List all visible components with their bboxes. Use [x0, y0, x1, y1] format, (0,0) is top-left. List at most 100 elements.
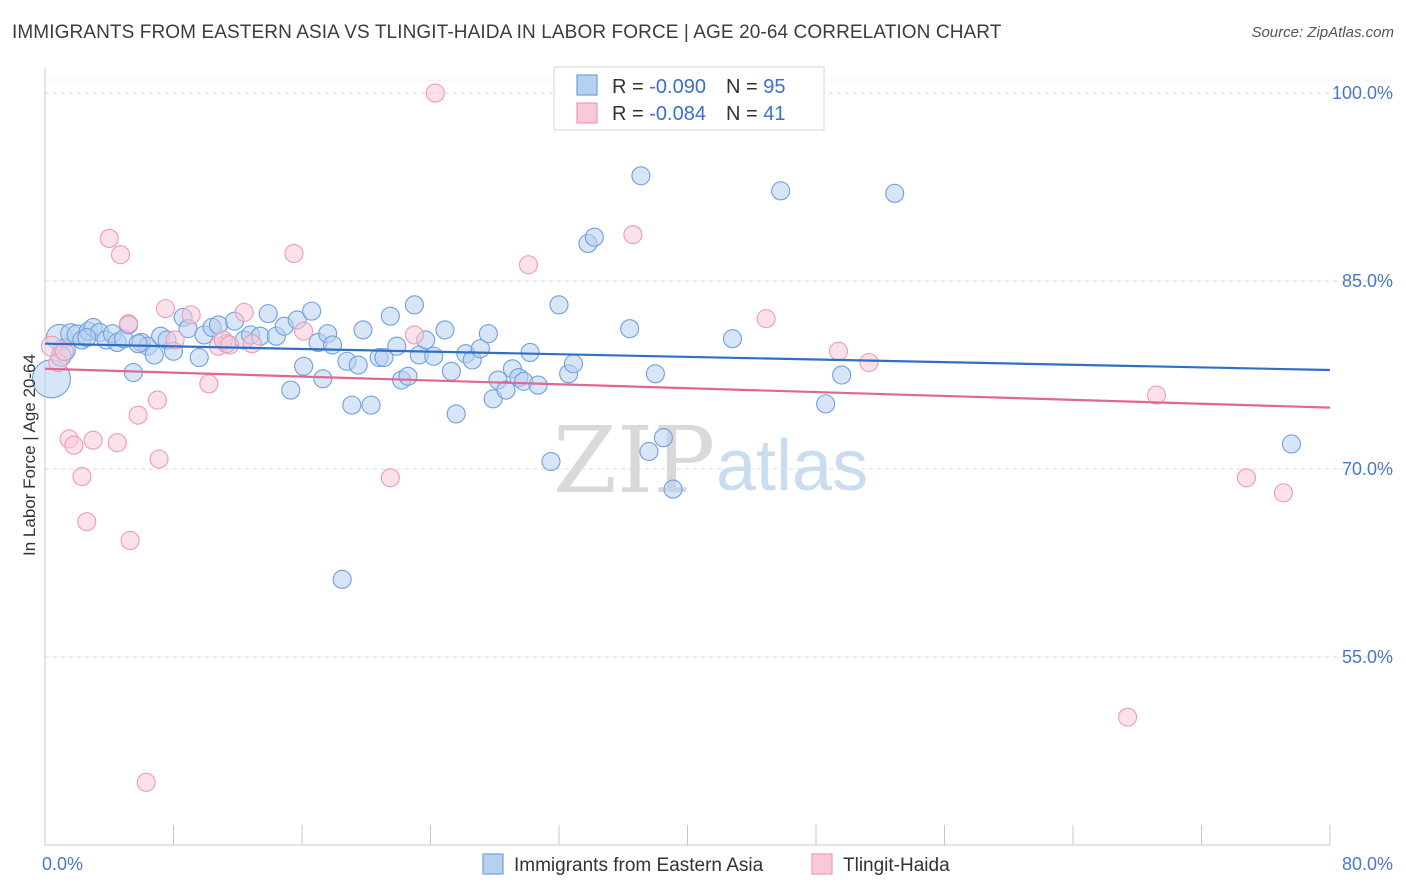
point-eastern-asia-61 — [446, 404, 466, 424]
point-eastern-asia-37 — [294, 356, 314, 376]
point-eastern-asia-73 — [528, 375, 548, 395]
point-tlingit-haida-30 — [425, 83, 445, 103]
bottom-legend-swatch-eastern-asia — [482, 853, 504, 875]
point-tlingit-haida-40 — [1273, 483, 1293, 503]
point-eastern-asia-50 — [374, 347, 394, 368]
point-tlingit-haida-28 — [380, 468, 400, 488]
watermark-zip: ZIP — [553, 407, 715, 514]
point-eastern-asia-52 — [387, 336, 407, 356]
point-eastern-asia-65 — [478, 324, 498, 344]
point-eastern-asia-38 — [302, 301, 322, 321]
point-tlingit-haida-38 — [1146, 385, 1167, 405]
series-eastern-asia-points — [31, 166, 1301, 589]
chart-title: IMMIGRANTS FROM EASTERN ASIA VS TLINGIT-… — [12, 22, 1002, 43]
point-eastern-asia-47 — [353, 320, 373, 340]
point-tlingit-haida-36 — [859, 352, 879, 373]
point-eastern-asia-43 — [332, 569, 352, 589]
point-tlingit-haida-18 — [165, 330, 185, 350]
point-tlingit-haida-29 — [404, 325, 424, 345]
point-eastern-asia-32 — [258, 304, 278, 324]
point-eastern-asia-84 — [663, 479, 683, 499]
point-tlingit-haida-10 — [110, 245, 131, 265]
point-eastern-asia-54 — [398, 366, 418, 386]
legend-swatch-eastern-asia — [576, 74, 598, 96]
y-axis-label: In Labor Force | Age 20-64 — [20, 354, 39, 556]
point-eastern-asia-91 — [1281, 434, 1301, 454]
point-tlingit-haida-4 — [64, 435, 84, 455]
point-eastern-asia-58 — [424, 346, 444, 366]
point-eastern-asia-55 — [404, 295, 424, 315]
point-tlingit-haida-17 — [155, 299, 176, 319]
point-tlingit-haida-39 — [1236, 468, 1257, 488]
point-eastern-asia-88 — [816, 394, 836, 414]
point-tlingit-haida-7 — [83, 430, 103, 450]
point-eastern-asia-94 — [128, 334, 148, 354]
legend-n-label-1: N = — [726, 76, 763, 98]
series-tlingit-haida-points — [40, 83, 1293, 792]
point-tlingit-haida-6 — [77, 512, 97, 532]
point-eastern-asia-40 — [313, 369, 333, 389]
point-tlingit-haida-16 — [149, 449, 169, 469]
point-tlingit-haida-5 — [72, 467, 92, 487]
y-tick-label-100: 100.0% — [1332, 83, 1393, 103]
source-label: Source: ZipAtlas.com — [1251, 24, 1394, 41]
point-eastern-asia-46 — [348, 355, 368, 375]
point-tlingit-haida-12 — [120, 530, 140, 551]
point-eastern-asia-42 — [322, 335, 343, 355]
y-tick-label-70: 70.0% — [1342, 459, 1393, 479]
point-tlingit-haida-15 — [147, 390, 167, 410]
point-eastern-asia-93 — [77, 327, 97, 347]
point-tlingit-haida-33 — [623, 225, 643, 245]
bottom-legend-label-tlingit-haida: Tlingit-Haida — [843, 855, 950, 876]
point-tlingit-haida-11 — [118, 314, 139, 334]
legend-swatch-tlingit-haida — [576, 102, 598, 124]
legend-n-value-2: 41 — [763, 103, 785, 125]
trend-lines — [44, 342, 1331, 409]
point-eastern-asia-23 — [189, 347, 209, 368]
y-tick-label-85: 85.0% — [1342, 271, 1393, 291]
point-tlingit-haida-27 — [294, 321, 314, 341]
legend-r-value-1: -0.090 — [649, 76, 706, 98]
point-tlingit-haida-24 — [234, 302, 254, 322]
legend-r-label-2: R = — [612, 103, 649, 125]
point-tlingit-haida-2 — [54, 341, 74, 361]
legend-n-label-2: N = — [726, 103, 763, 125]
point-tlingit-haida-35 — [828, 341, 849, 361]
bottom-legend-swatch-tlingit-haida — [811, 853, 833, 875]
point-tlingit-haida-8 — [99, 228, 119, 248]
point-eastern-asia-74 — [541, 451, 561, 472]
correlation-legend: R = -0.090 N = 95 R = -0.084 N = 41 — [553, 66, 825, 131]
point-eastern-asia-90 — [885, 183, 905, 203]
legend-row1: R = -0.090 N = 95 — [612, 76, 785, 98]
point-eastern-asia-48 — [361, 395, 381, 415]
point-eastern-asia-81 — [631, 166, 651, 186]
point-eastern-asia-85 — [645, 364, 665, 384]
point-tlingit-haida-9 — [107, 433, 127, 453]
point-eastern-asia-87 — [771, 181, 791, 201]
legend-row2: R = -0.084 N = 41 — [612, 103, 785, 125]
watermark-atlas: atlas — [716, 426, 868, 506]
x-tick-label-min: 0.0% — [42, 854, 83, 874]
bottom-legend-label-eastern-asia: Immigrants from Eastern Asia — [514, 855, 764, 876]
legend-n-value-1: 95 — [763, 76, 785, 98]
point-eastern-asia-82 — [639, 441, 659, 462]
point-eastern-asia-77 — [563, 354, 584, 374]
point-eastern-asia-80 — [620, 319, 640, 339]
point-eastern-asia-45 — [342, 395, 362, 415]
trend-line-eastern-asia — [44, 342, 1331, 372]
point-eastern-asia-83 — [653, 428, 673, 448]
point-tlingit-haida-20 — [199, 374, 219, 394]
point-eastern-asia-68 — [496, 380, 516, 400]
point-tlingit-haida-26 — [284, 243, 304, 264]
point-tlingit-haida-13 — [128, 405, 148, 425]
legend-r-value-2: -0.084 — [649, 103, 706, 125]
point-eastern-asia-86 — [722, 329, 743, 349]
series-legend: Immigrants from Eastern Asia Tlingit-Hai… — [482, 853, 950, 876]
point-eastern-asia-51 — [380, 306, 400, 326]
legend-box — [553, 66, 825, 131]
point-eastern-asia-79 — [584, 227, 604, 247]
point-tlingit-haida-34 — [756, 309, 776, 329]
point-tlingit-haida-14 — [136, 772, 156, 792]
x-tick-label-max: 80.0% — [1342, 854, 1393, 874]
